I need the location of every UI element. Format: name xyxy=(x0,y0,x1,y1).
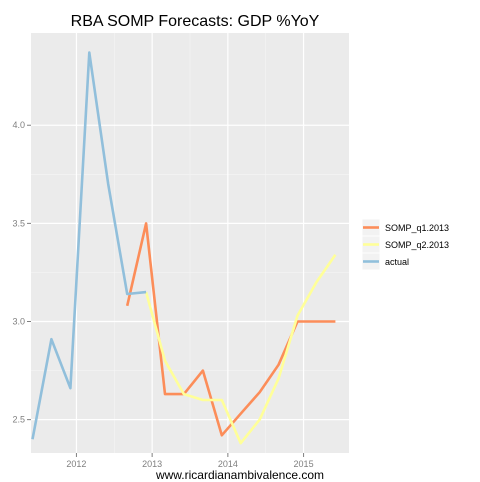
y-tick-label: 4.0 xyxy=(12,120,25,130)
chart-title: RBA SOMP Forecasts: GDP %YoY xyxy=(70,13,320,30)
x-tick-label: 2013 xyxy=(142,459,162,469)
x-tick-label: 2014 xyxy=(218,459,238,469)
legend-label: actual xyxy=(385,257,409,267)
y-tick-label: 3.5 xyxy=(12,218,25,228)
y-tick-label: 2.5 xyxy=(12,415,25,425)
y-tick-label: 3.0 xyxy=(12,317,25,327)
chart-caption: www.ricardianambivalence.com xyxy=(155,468,325,482)
legend-label: SOMP_q1.2013 xyxy=(385,223,449,233)
x-tick-label: 2015 xyxy=(294,459,314,469)
series-line-SOMP_q2.2013 xyxy=(144,254,337,445)
series-line-actual xyxy=(31,51,147,440)
legend-label: SOMP_q2.2013 xyxy=(385,240,449,250)
x-tick-label: 2012 xyxy=(66,459,86,469)
